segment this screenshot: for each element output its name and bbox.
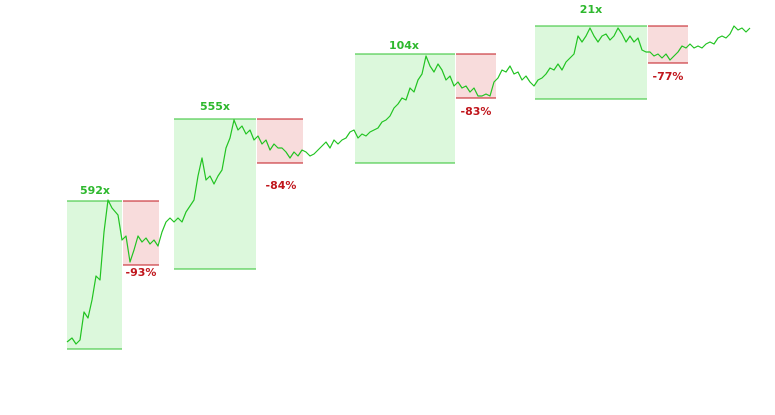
gain-label: 104x bbox=[389, 39, 419, 52]
gain-box bbox=[174, 119, 256, 269]
gain-box bbox=[355, 54, 455, 163]
gain-boxes bbox=[67, 25, 647, 350]
drawdown-label: -83% bbox=[461, 105, 492, 118]
gain-label: 21x bbox=[580, 3, 602, 16]
loss-box bbox=[257, 119, 303, 163]
drawdown-label: -84% bbox=[266, 179, 297, 192]
drawdown-label: -77% bbox=[653, 70, 684, 83]
gain-label: 592x bbox=[80, 184, 110, 197]
price-line bbox=[66, 25, 751, 345]
drawdown-label: -93% bbox=[126, 266, 157, 279]
gain-box bbox=[67, 201, 122, 349]
gain-label: 555x bbox=[200, 100, 230, 113]
